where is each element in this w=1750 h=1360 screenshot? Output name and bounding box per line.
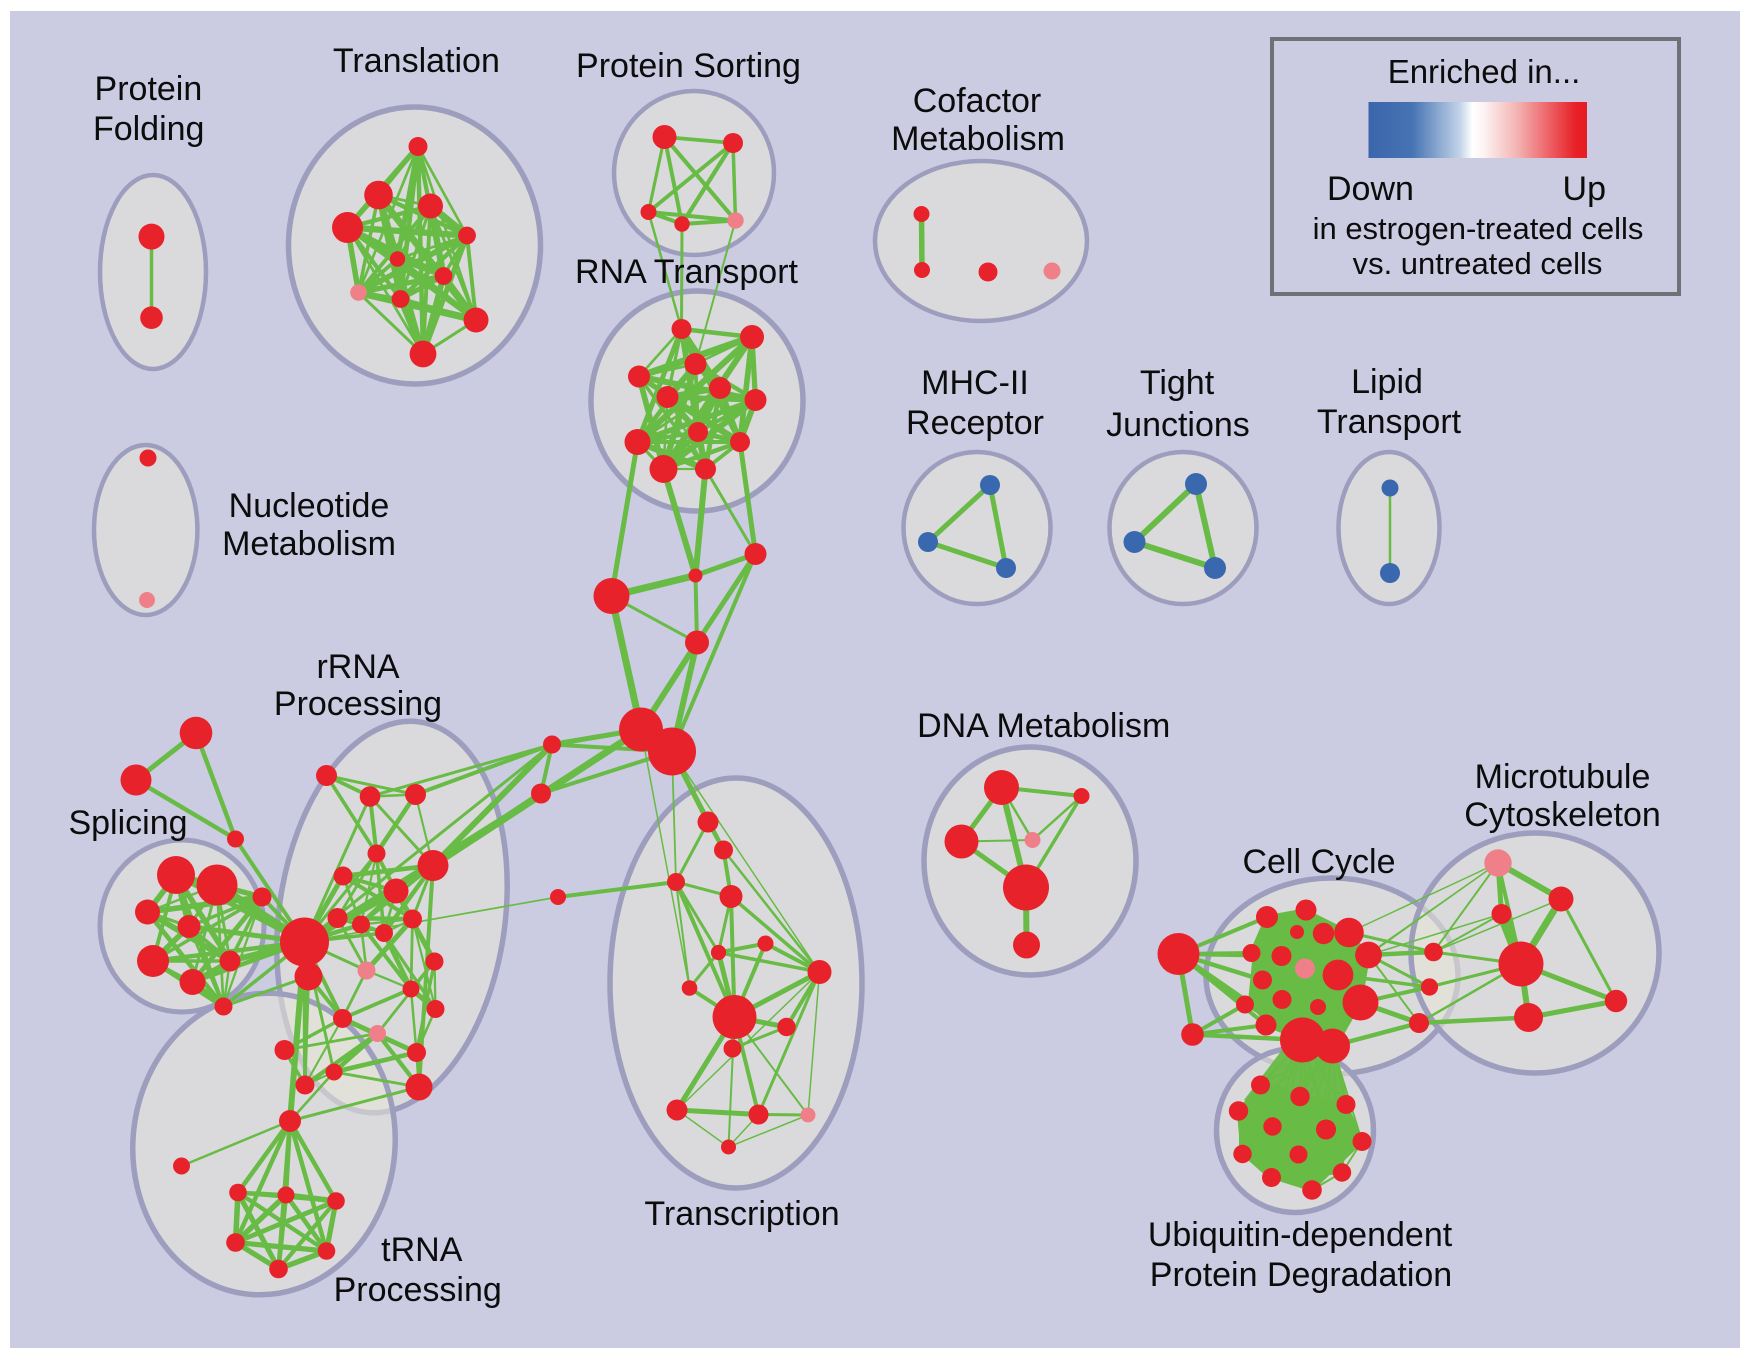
svg-text:rRNA: rRNA — [316, 648, 399, 686]
svg-text:Cell Cycle: Cell Cycle — [1242, 843, 1395, 881]
svg-text:Folding: Folding — [93, 110, 205, 148]
svg-text:Protein Degradation: Protein Degradation — [1150, 1256, 1452, 1294]
svg-text:Tight: Tight — [1140, 364, 1215, 402]
svg-text:Microtubule: Microtubule — [1475, 758, 1651, 796]
svg-text:Protein: Protein — [95, 70, 203, 108]
svg-text:Lipid: Lipid — [1351, 363, 1423, 401]
svg-text:Transport: Transport — [1317, 403, 1462, 441]
svg-text:Metabolism: Metabolism — [891, 120, 1065, 158]
svg-text:vs. untreated cells: vs. untreated cells — [1353, 246, 1603, 281]
svg-text:Processing: Processing — [274, 685, 442, 723]
svg-text:Cofactor: Cofactor — [913, 82, 1042, 120]
svg-text:Processing: Processing — [334, 1271, 502, 1309]
svg-text:Receptor: Receptor — [906, 404, 1044, 442]
svg-text:Junctions: Junctions — [1106, 406, 1250, 444]
svg-text:RNA Transport: RNA Transport — [575, 253, 799, 291]
svg-text:Enriched in...: Enriched in... — [1388, 53, 1581, 90]
svg-text:tRNA: tRNA — [381, 1231, 463, 1269]
svg-text:Nucleotide: Nucleotide — [229, 487, 390, 525]
svg-text:Protein Sorting: Protein Sorting — [576, 47, 801, 85]
svg-text:Ubiquitin-dependent: Ubiquitin-dependent — [1148, 1216, 1453, 1254]
svg-text:in estrogen-treated cells: in estrogen-treated cells — [1313, 211, 1644, 246]
svg-text:Down: Down — [1327, 170, 1414, 208]
svg-text:Up: Up — [1563, 170, 1606, 208]
svg-text:Metabolism: Metabolism — [222, 525, 396, 563]
svg-text:Cytoskeleton: Cytoskeleton — [1464, 796, 1661, 834]
svg-text:MHC-II: MHC-II — [921, 364, 1029, 402]
svg-text:Translation: Translation — [333, 42, 500, 80]
svg-text:Splicing: Splicing — [68, 804, 187, 842]
svg-text:Transcription: Transcription — [644, 1195, 839, 1233]
svg-text:DNA Metabolism: DNA Metabolism — [917, 707, 1170, 745]
